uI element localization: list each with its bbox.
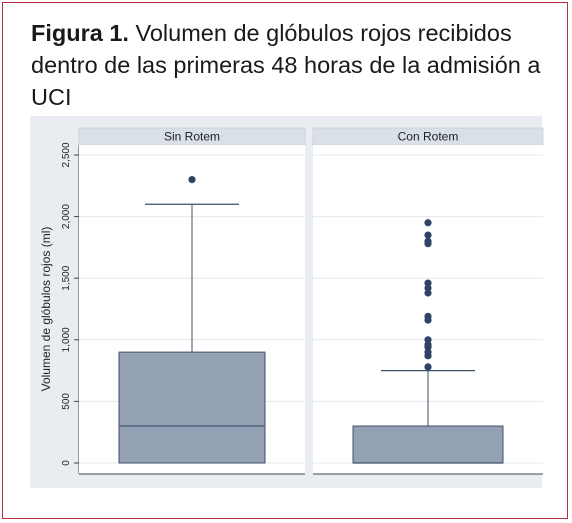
panel-title: Con Rotem bbox=[398, 130, 459, 144]
y-tick-label: 0 bbox=[61, 460, 72, 466]
y-tick-label: 2,000 bbox=[61, 204, 72, 229]
figure-caption-text: Volumen de glóbulos rojos recibidos dent… bbox=[31, 20, 541, 110]
panel-sin-rotem: Sin Rotem bbox=[78, 127, 306, 475]
y-tick-label: 1,500 bbox=[61, 265, 72, 290]
iqr-box bbox=[118, 351, 266, 464]
y-tick-label: 2,500 bbox=[61, 142, 72, 167]
outlier-point bbox=[424, 341, 432, 349]
y-tick-label: 500 bbox=[61, 393, 72, 410]
outlier-point bbox=[424, 237, 432, 245]
outlier-point bbox=[424, 363, 432, 371]
outlier-point bbox=[188, 176, 196, 184]
outlier-point bbox=[424, 289, 432, 297]
outlier-point bbox=[424, 279, 432, 287]
figure-caption: Figura 1. Volumen de glóbulos rojos reci… bbox=[31, 17, 561, 113]
figure-label: Figura 1. bbox=[31, 20, 129, 46]
outlier-point bbox=[424, 348, 432, 356]
panel-title: Sin Rotem bbox=[164, 130, 220, 144]
outlier-point bbox=[424, 336, 432, 344]
y-axis-title: Volumen de glóbulos rojos (ml) bbox=[39, 227, 53, 392]
iqr-box bbox=[352, 425, 504, 464]
panel-con-rotem: Con Rotem bbox=[312, 127, 544, 475]
outlier-point bbox=[424, 284, 432, 292]
outlier-point bbox=[424, 219, 432, 227]
outlier-point bbox=[424, 312, 432, 320]
y-tick-label: 1,000 bbox=[61, 327, 72, 352]
outlier-point bbox=[424, 231, 432, 239]
